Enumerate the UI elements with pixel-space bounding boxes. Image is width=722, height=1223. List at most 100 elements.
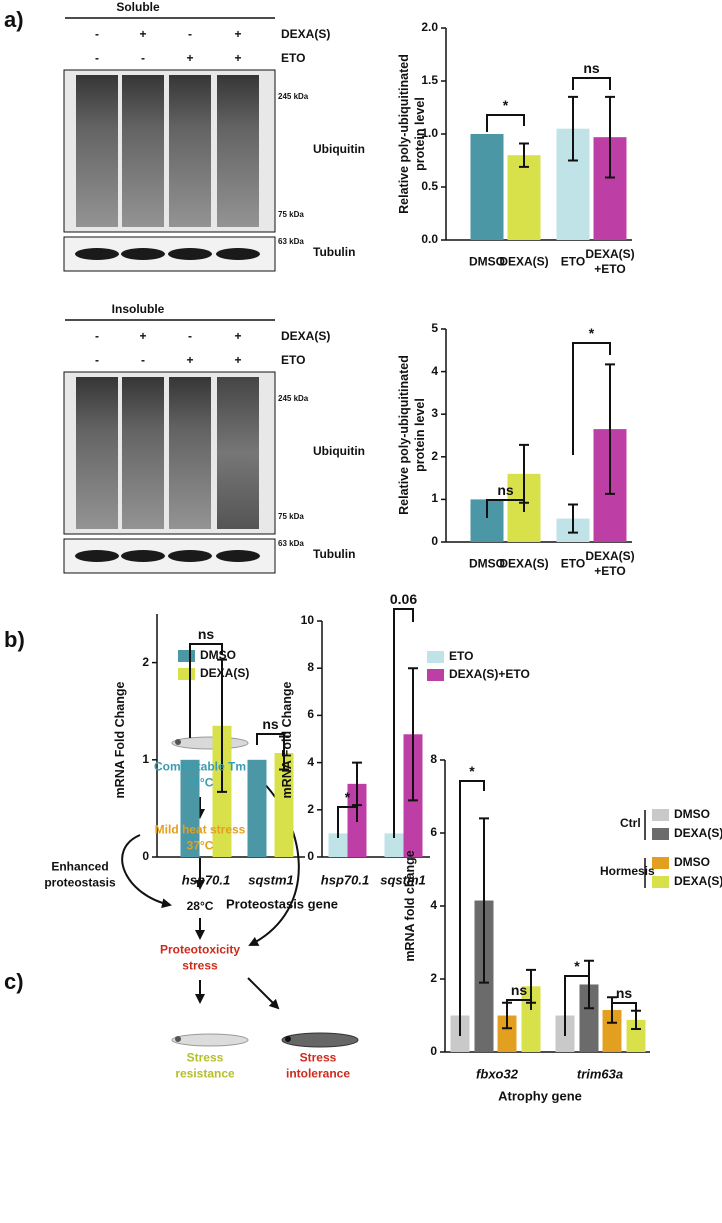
error-bar [568, 95, 578, 162]
y-tick-label: 0.0 [421, 232, 438, 247]
condition-sign: - [141, 51, 145, 66]
bar [470, 134, 504, 240]
y-tick-label: 1 [431, 491, 438, 506]
panel-label: a) [4, 7, 24, 32]
x-axis-label: Atrophy gene [498, 1088, 582, 1104]
legend-label: DMSO [674, 807, 710, 822]
x-tick-label: ETO [560, 556, 586, 571]
blot-band [121, 550, 165, 562]
condition-sign: + [234, 51, 242, 66]
significance-bracket [486, 114, 525, 132]
legend-swatch [652, 809, 669, 821]
blot-title: Insoluble [111, 302, 165, 317]
y-tick-label: 2 [430, 971, 437, 986]
size-marker: 75 kDa [278, 511, 304, 521]
y-tick-label: 2 [142, 654, 149, 669]
x-tick-label: DEXA(S) [499, 254, 549, 269]
condition-sign: + [186, 51, 194, 66]
x-tick-label: DEXA(S) [499, 556, 549, 571]
x-tick-label: trim63a [576, 1066, 624, 1082]
significance-bracket [256, 733, 285, 745]
condition-sign: + [234, 329, 242, 344]
blot-lane [76, 377, 118, 529]
error-bar [605, 363, 615, 495]
bar [180, 759, 200, 857]
bar [384, 833, 404, 857]
size-marker: 245 kDa [278, 91, 309, 101]
y-tick-label: 0 [142, 849, 149, 864]
legend-swatch [652, 828, 669, 840]
y-tick-label: 10 [300, 613, 314, 628]
significance-bracket [393, 608, 414, 838]
significance-label: ns [510, 981, 528, 998]
diagram-side-label: Enhanced proteostasis [44, 859, 116, 889]
y-tick-label: 3 [431, 406, 438, 421]
blot-lane [76, 75, 118, 227]
significance-label: ns [197, 625, 215, 642]
significance-bracket [486, 499, 525, 518]
significance-label: ns [262, 715, 279, 732]
y-tick-label: 1 [142, 752, 149, 766]
significance-label: * [469, 762, 475, 779]
size-marker: 75 kDa [278, 209, 304, 219]
condition-sign: - [95, 27, 99, 42]
diagram-node: Proteotoxicity stress [159, 942, 241, 972]
blot-band [216, 248, 260, 260]
significance-label: ns [615, 984, 633, 1001]
y-tick-label: 8 [307, 660, 314, 675]
legend-label: DEXA(S)+ETO [449, 667, 530, 682]
y-tick-label: 2 [431, 449, 438, 463]
y-axis-label: mRNA Fold Change [279, 681, 294, 799]
significance-bracket [572, 77, 611, 90]
y-axis-label: Relative poly-ubiquitinated protein leve… [396, 355, 427, 515]
significance-bracket [459, 780, 485, 1036]
significance-bracket [564, 975, 590, 1036]
diagram-node: Comfortable Tm 28°C [153, 759, 247, 789]
y-axis-label: mRNA Fold Change [112, 681, 127, 799]
size-marker: 63 kDa [278, 236, 304, 246]
protein-label: Tubulin [313, 547, 356, 562]
blot-lane [217, 75, 259, 227]
bar [602, 1010, 622, 1052]
error-bar [479, 817, 489, 984]
condition-sign: + [139, 27, 147, 42]
condition-sign: + [234, 27, 242, 42]
y-tick-label: 2 [307, 802, 314, 816]
significance-bracket [337, 806, 358, 838]
condition-sign: + [234, 353, 242, 368]
x-tick-label: DMSO [469, 556, 505, 571]
bar [507, 155, 541, 240]
blot-lane [169, 75, 211, 227]
y-tick-label: 5 [431, 321, 438, 336]
legend-swatch [427, 669, 444, 681]
legend-swatch [652, 876, 669, 888]
significance-bracket [506, 999, 532, 1012]
x-tick-label: hsp70.1 [320, 872, 370, 888]
legend-label: DEXA(S)+ETO [674, 874, 722, 889]
legend-swatch [427, 651, 444, 663]
error-bar [519, 142, 529, 168]
legend-group-label: Hormesis [600, 864, 655, 879]
bar [579, 984, 599, 1052]
legend-swatch [178, 668, 195, 680]
significance-label: * [574, 957, 580, 974]
blot-lane [122, 75, 164, 227]
legend-swatch [178, 650, 195, 662]
y-tick-label: 6 [430, 825, 437, 840]
blot-title: Soluble [116, 0, 160, 15]
panel-label: b) [4, 627, 25, 652]
size-marker: 245 kDa [278, 393, 309, 403]
x-tick-label: sqstm1 [380, 872, 426, 888]
significance-bracket [189, 643, 223, 738]
y-tick-label: 2.0 [421, 20, 438, 35]
significance-label: 0.06 [389, 590, 418, 607]
bar [497, 1015, 517, 1052]
condition-sign: - [95, 51, 99, 66]
x-tick-label: DEXA(S) +ETO [585, 247, 635, 276]
x-tick-label: DMSO [469, 254, 505, 269]
significance-label: * [502, 96, 509, 113]
bar [328, 833, 348, 857]
blot-lane [217, 377, 259, 529]
